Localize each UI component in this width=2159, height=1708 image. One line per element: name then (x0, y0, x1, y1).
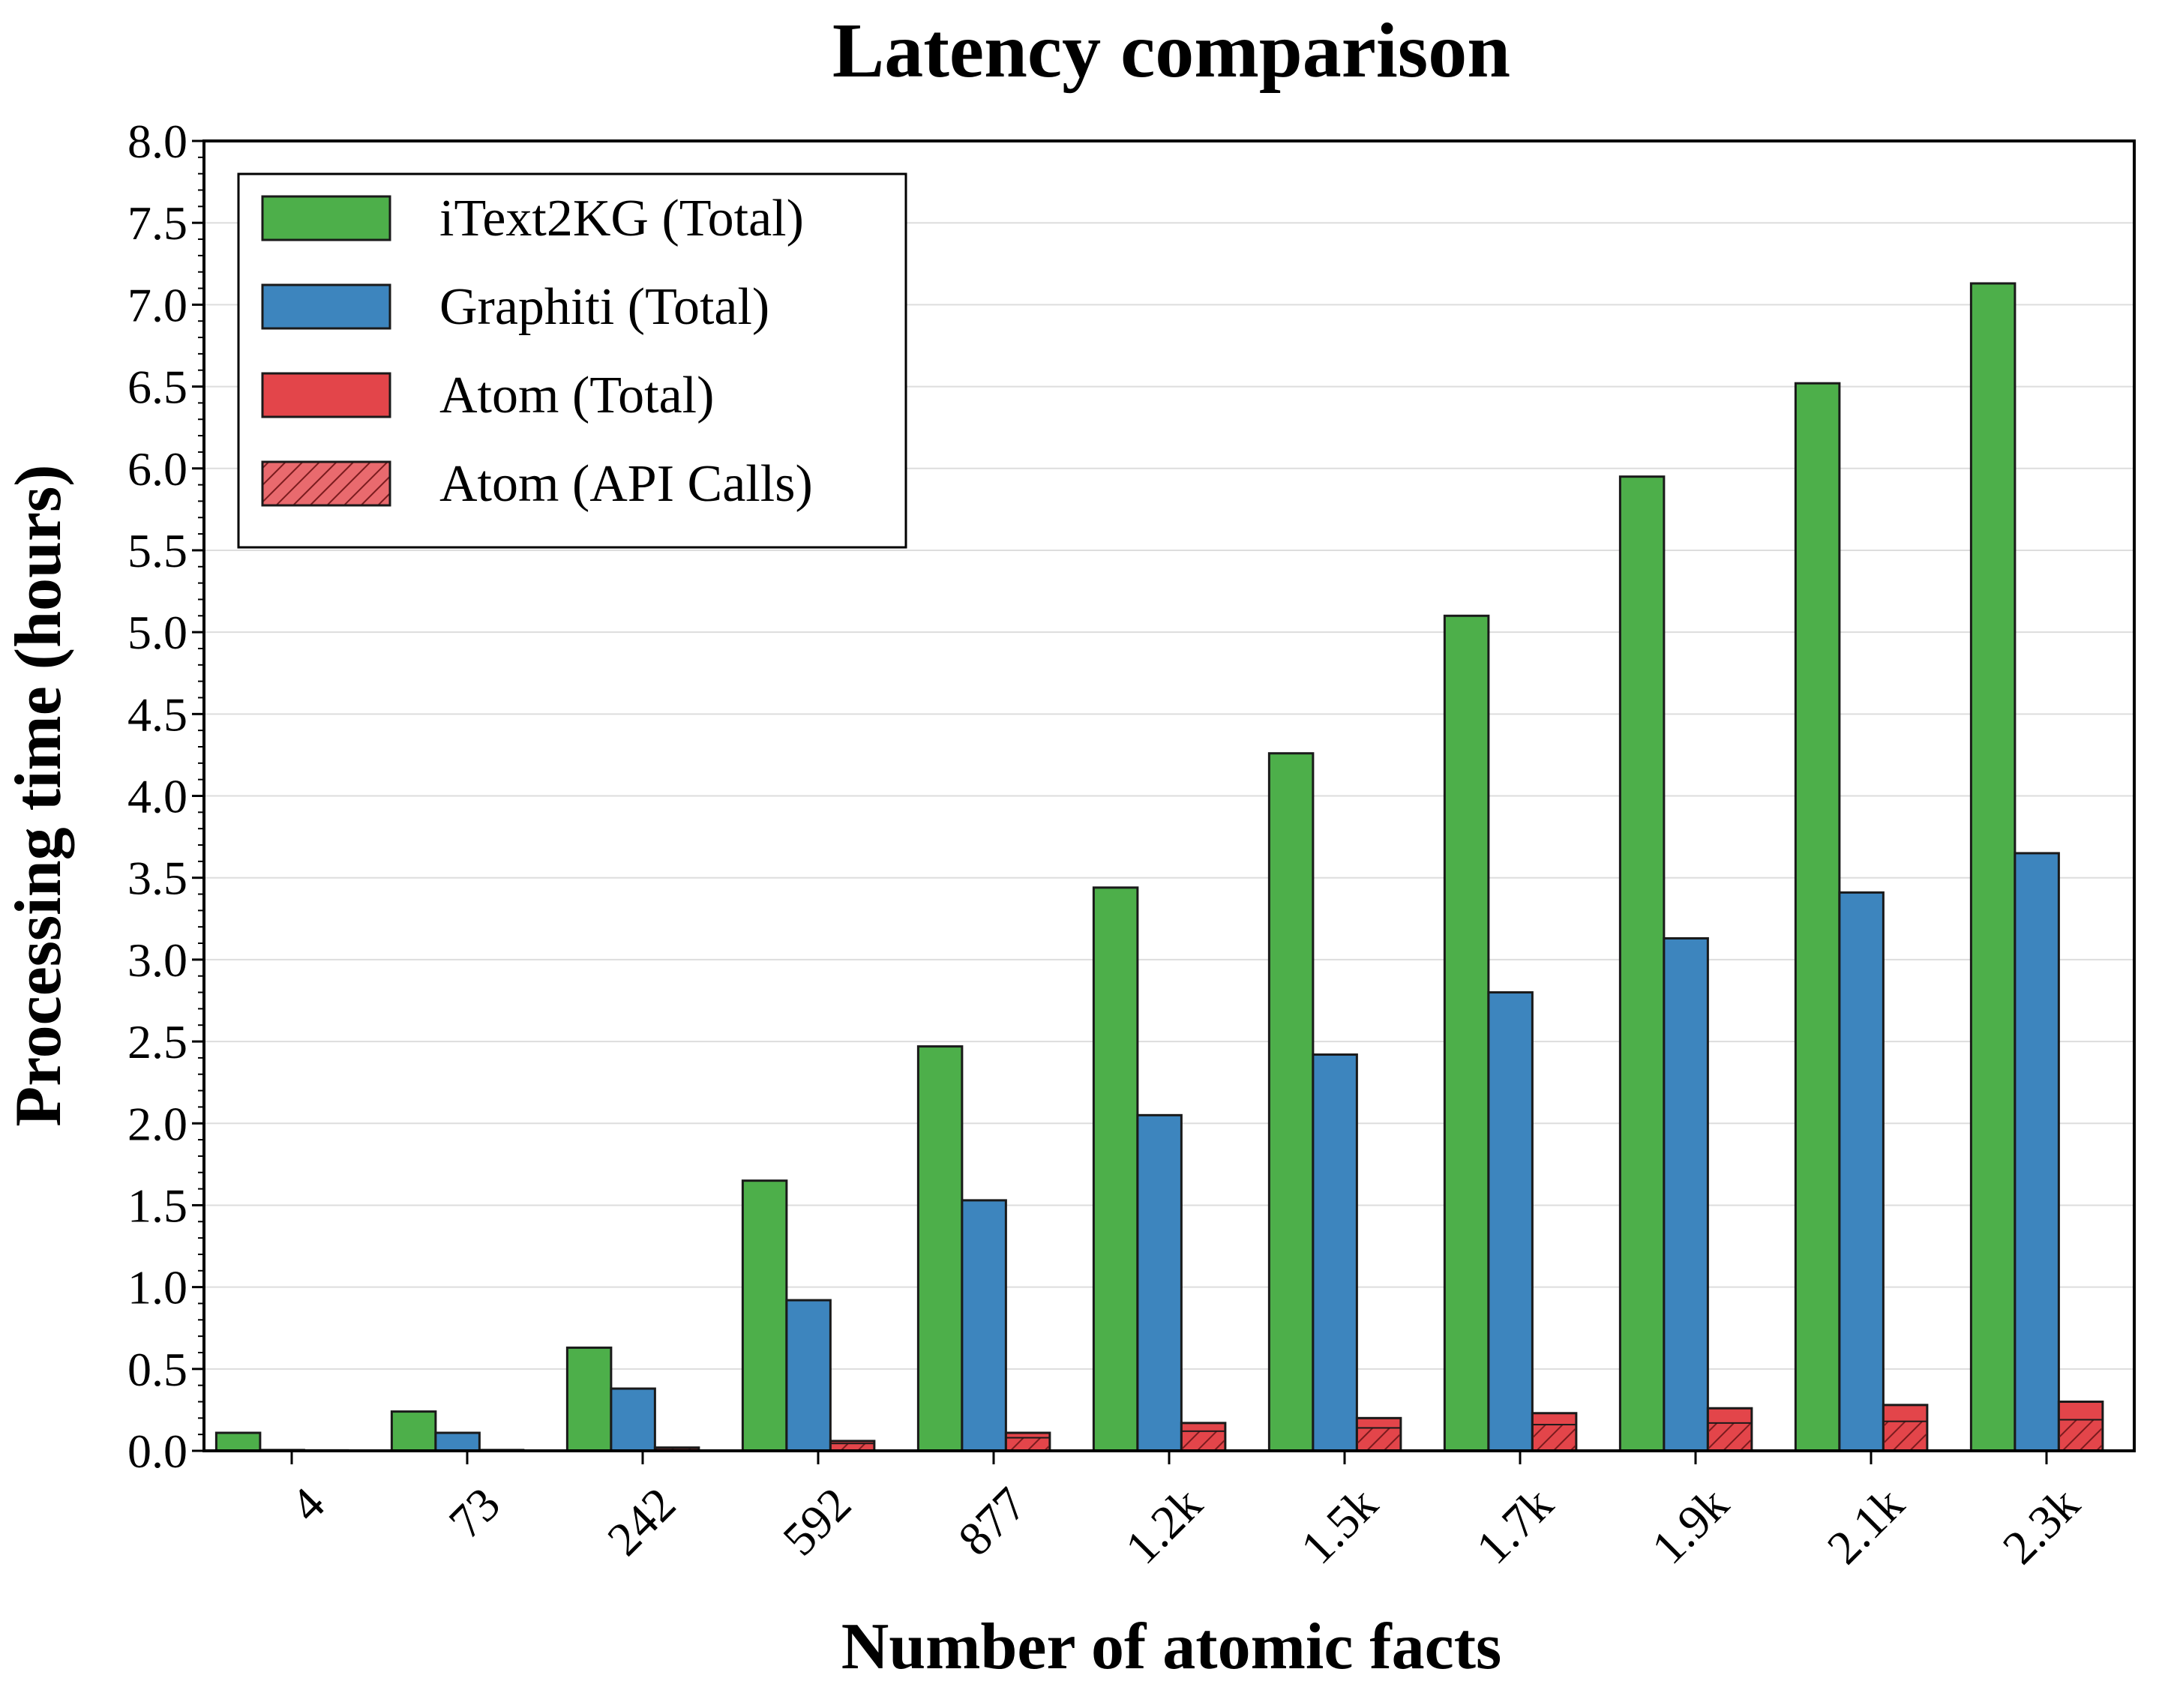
y-tick-label: 8.0 (127, 115, 187, 168)
y-tick-label: 7.5 (127, 196, 187, 250)
y-tick-label: 6.5 (127, 361, 187, 414)
bar-graphiti-total-5 (1136, 1113, 1183, 1452)
legend-swatch-0 (261, 195, 391, 241)
bar-graphiti-total-2 (610, 1387, 656, 1452)
bar-itext2kg-total-2 (565, 1346, 613, 1452)
bar-atom-api-calls-7 (1531, 1424, 1577, 1452)
y-tick-label: 7.0 (127, 278, 187, 331)
y-tick-label: 1.5 (127, 1179, 187, 1232)
bar-itext2kg-total-6 (1267, 752, 1315, 1452)
y-axis-label: Processing time (hours) (2, 464, 75, 1126)
y-tick-label: 0.0 (127, 1425, 187, 1478)
bar-graphiti-total-9 (1838, 891, 1885, 1452)
legend-label-0: iText2KG (Total) (439, 190, 804, 247)
y-tick-label: 6.0 (127, 442, 187, 496)
bar-itext2kg-total-4 (916, 1045, 964, 1452)
legend-swatch-1 (261, 283, 391, 330)
legend-swatch-2 (261, 372, 391, 418)
bar-atom-api-calls-10 (2058, 1419, 2104, 1452)
legend-label-1: Graphiti (Total) (439, 278, 769, 336)
bar-atom-api-calls-9 (1882, 1420, 1928, 1452)
x-tick-label: 1.5k (1291, 1477, 1387, 1574)
bar-graphiti-total-6 (1312, 1053, 1358, 1452)
y-tick-label: 3.0 (127, 933, 187, 987)
bar-itext2kg-total-9 (1794, 382, 1841, 1452)
chart-title: Latency comparison (832, 7, 1510, 94)
bar-atom-api-calls-5 (1180, 1430, 1226, 1452)
bar-itext2kg-total-1 (390, 1410, 437, 1452)
x-tick-label: 1.9k (1642, 1477, 1738, 1574)
x-tick-label: 2.3k (1993, 1477, 2089, 1574)
bar-graphiti-total-3 (785, 1299, 832, 1452)
x-axis-label: Number of atomic facts (841, 1611, 1502, 1683)
bar-graphiti-total-1 (434, 1431, 481, 1452)
x-tick-label: 592 (772, 1477, 861, 1566)
bar-graphiti-total-8 (1663, 936, 1709, 1452)
bar-itext2kg-total-10 (1969, 282, 2017, 1452)
y-tick-label: 1.0 (127, 1261, 187, 1314)
bar-itext2kg-total-5 (1092, 886, 1139, 1452)
y-axis: 0.0 0.5 1.0 1.5 2.0 2.5 3.0 3.5 4.0 4.5 5.0 5.5 6.0 6… (127, 115, 204, 1478)
bar-itext2kg-total-0 (214, 1431, 262, 1452)
bar-graphiti-total-7 (1487, 991, 1534, 1452)
x-tick-label: 1.7k (1466, 1477, 1563, 1574)
y-tick-label: 2.5 (127, 1015, 187, 1068)
bar-atom-api-calls-8 (1707, 1422, 1753, 1452)
legend: iText2KG (Total) Graphiti (Total) Atom (To… (237, 172, 907, 549)
y-tick-label: 5.0 (127, 606, 187, 659)
bar-itext2kg-total-3 (741, 1179, 788, 1452)
bar-atom-api-calls-6 (1356, 1427, 1402, 1452)
bar-atom-api-calls-4 (1005, 1437, 1051, 1452)
y-tick-label: 0.5 (127, 1343, 187, 1396)
bar-graphiti-total-4 (961, 1199, 1007, 1452)
bars (214, 282, 2104, 1452)
bar-itext2kg-total-7 (1443, 614, 1490, 1452)
y-tick-label: 4.5 (127, 688, 187, 741)
bar-graphiti-total-10 (2014, 852, 2060, 1452)
y-tick-label: 4.0 (127, 770, 187, 823)
y-tick-label: 5.5 (127, 524, 187, 577)
legend-swatch-hatch (261, 460, 391, 507)
x-tick-label: 2.1k (1817, 1477, 1914, 1574)
legend-label-3: Atom (API Calls) (439, 455, 813, 513)
x-tick-label: 73 (439, 1477, 510, 1548)
legend-label-2: Atom (Total) (439, 367, 714, 424)
x-tick-label: 877 (948, 1477, 1036, 1566)
x-tick-label: 1.2k (1115, 1477, 1212, 1574)
x-tick-label: 4 (280, 1477, 334, 1532)
bar-itext2kg-total-8 (1618, 475, 1666, 1452)
x-axis: 4 73 242 592 877 1.2k 1.5k 1.7k 1.9k 2.1k 2.3k (280, 1451, 2089, 1574)
y-tick-label: 3.5 (127, 852, 187, 905)
y-tick-label: 2.0 (127, 1097, 187, 1150)
x-tick-label: 242 (597, 1477, 685, 1566)
